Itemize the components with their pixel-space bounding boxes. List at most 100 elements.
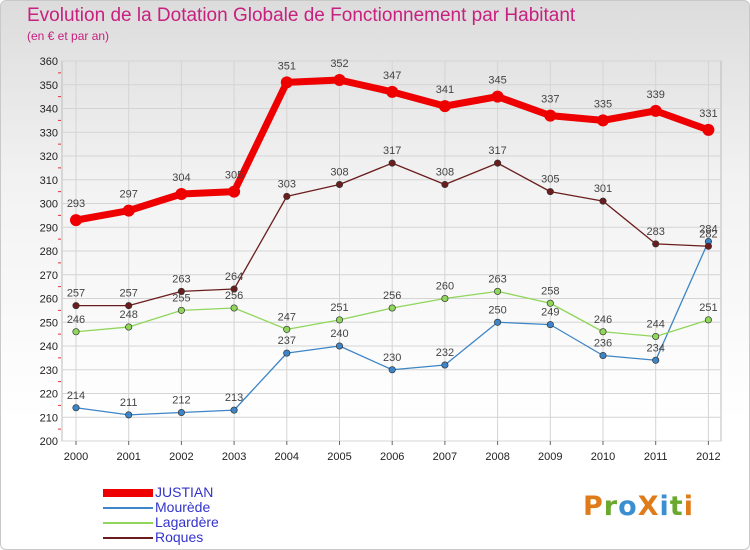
data-point [652,356,660,364]
y-tick-label: 200 [40,436,58,448]
data-point [335,180,344,189]
y-tick-label: 240 [40,341,58,353]
data-label: 301 [594,183,612,195]
data-point [283,325,291,333]
data-point [335,316,344,324]
data-point [70,214,82,227]
y-tick-label: 350 [40,80,58,92]
x-tick-label: 2008 [485,451,509,463]
legend-swatch [103,522,153,524]
data-label: 264 [225,271,243,283]
y-tick-label: 310 [40,175,58,187]
data-point [283,192,291,200]
data-label: 337 [541,94,559,106]
logo-letter: X [637,491,660,522]
data-point [441,180,449,189]
legend-swatch [103,537,153,539]
x-tick-label: 2007 [433,451,457,463]
y-tick-label: 280 [40,246,58,258]
data-point [544,109,557,122]
data-point [441,361,449,369]
data-label: 212 [172,395,190,407]
data-label: 249 [541,307,559,319]
data-label: 331 [699,108,717,120]
data-point [72,302,80,310]
data-point [388,159,396,167]
data-point [177,408,185,417]
y-tick-label: 320 [40,151,58,163]
data-label: 282 [699,228,717,240]
y-tick-label: 270 [40,270,58,282]
data-label: 256 [383,290,401,302]
data-point [599,197,607,205]
data-point [652,240,660,248]
data-point [228,185,241,198]
data-label: 250 [488,304,506,316]
data-label: 251 [699,302,717,314]
data-label: 308 [330,167,348,179]
legend-label: Mourède [155,499,211,515]
data-point [652,332,660,341]
x-tick-label: 2001 [116,451,140,463]
y-tick-label: 220 [40,389,58,401]
y-tick-label: 340 [40,104,58,116]
data-point [283,349,291,357]
data-label: 263 [488,273,506,285]
data-point [125,411,133,419]
y-tick-label: 260 [40,294,58,306]
data-label: 305 [541,174,559,186]
y-tick-label: 330 [40,127,58,139]
logo-letter: i [659,491,670,522]
data-label: 234 [647,342,665,354]
proxiti-logo: ProXiti [583,491,694,522]
data-point [125,323,133,331]
x-tick-label: 2012 [696,451,720,463]
x-tick-label: 2003 [222,451,246,463]
data-label: 236 [594,338,612,350]
data-point [333,74,346,86]
data-label: 335 [594,98,612,110]
data-point [494,159,502,167]
data-label: 230 [383,352,401,364]
y-tick-label: 300 [40,199,58,211]
data-label: 339 [647,89,665,101]
data-label: 248 [120,309,138,321]
data-label: 305 [225,170,243,182]
data-point [597,114,609,127]
data-label: 297 [120,189,138,201]
x-tick-label: 2005 [327,451,351,463]
data-label: 283 [647,226,665,238]
y-tick-label: 360 [40,56,58,68]
data-label: 246 [67,314,85,326]
data-point [649,104,662,117]
data-point [177,306,185,314]
data-point [335,342,344,350]
data-point [175,188,188,200]
data-label: 284 [699,224,717,236]
data-point [494,318,502,326]
data-label: 317 [488,145,506,157]
logo-letter: i [683,491,694,522]
x-tick-label: 2009 [538,451,562,463]
legend-swatch [103,489,153,497]
data-label: 237 [278,335,296,347]
data-point [280,76,293,89]
data-point [177,287,185,295]
data-label: 293 [67,198,85,210]
y-tick-label: 230 [40,365,58,377]
data-label: 244 [647,319,665,331]
data-point [599,351,607,360]
data-point [230,406,238,414]
data-label: 240 [330,328,348,340]
data-label: 255 [172,292,190,304]
data-label: 352 [330,58,348,70]
y-tick-label: 290 [40,222,58,234]
data-label: 257 [120,288,138,300]
data-label: 263 [172,273,190,285]
chart-title: Evolution de la Dotation Globale de Fonc… [27,5,576,26]
x-tick-label: 2006 [380,451,404,463]
data-point [599,328,607,336]
data-label: 303 [278,178,296,190]
